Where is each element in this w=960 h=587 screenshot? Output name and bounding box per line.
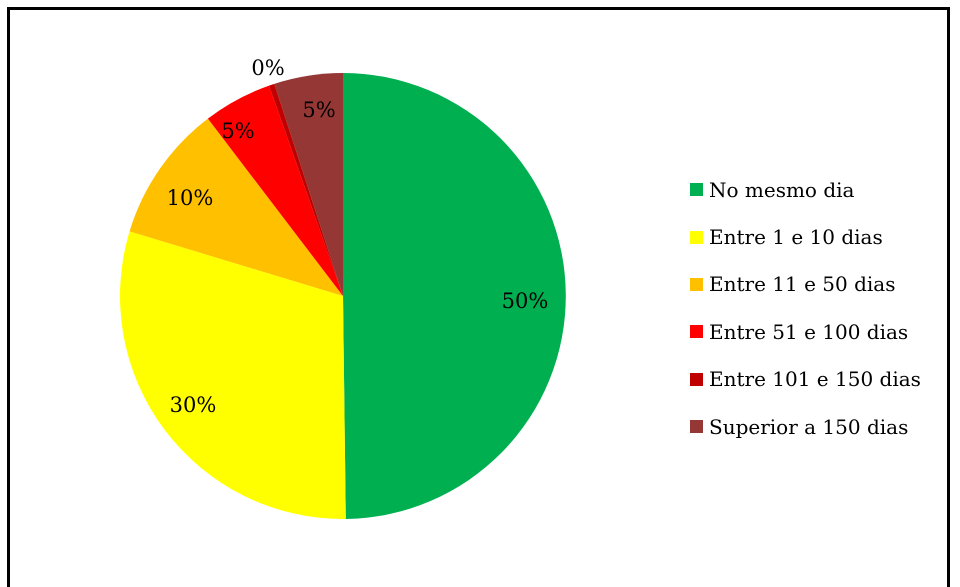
data-label: 30% [170, 393, 217, 417]
legend-item: Entre 1 e 10 dias [690, 213, 921, 260]
pie-slice [129, 118, 343, 296]
legend-swatch [690, 372, 703, 386]
legend-swatch [690, 230, 703, 244]
legend-swatch [690, 277, 703, 291]
legend-label: Entre 1 e 10 dias [709, 225, 883, 250]
pie-slice [120, 231, 346, 519]
legend-label: Superior a 150 dias [709, 414, 909, 439]
pie-slice [343, 73, 566, 519]
data-label: 5% [302, 98, 335, 122]
legend-item: Entre 51 e 100 dias [690, 308, 921, 355]
pie-slice [269, 83, 343, 296]
legend-item: Entre 101 e 150 dias [690, 356, 921, 403]
data-label: 10% [167, 186, 214, 210]
legend-swatch [690, 325, 703, 339]
legend-label: Entre 11 e 50 dias [709, 272, 896, 297]
pie-slice [274, 73, 343, 296]
pie-slice [207, 85, 343, 296]
legend-item: Entre 11 e 50 dias [690, 261, 921, 308]
legend-swatch [690, 183, 703, 197]
legend-label: Entre 101 e 150 dias [709, 367, 921, 392]
legend-item: Superior a 150 dias [690, 403, 921, 450]
legend-item: No mesmo dia [690, 166, 921, 213]
data-label: 5% [221, 119, 254, 143]
legend-swatch [690, 420, 703, 434]
legend-label: No mesmo dia [709, 177, 855, 202]
legend-label: Entre 51 e 100 dias [709, 319, 909, 344]
data-label: 0% [251, 56, 284, 80]
legend: No mesmo dia Entre 1 e 10 dias Entre 11 … [690, 166, 921, 450]
data-label: 50% [502, 289, 549, 313]
